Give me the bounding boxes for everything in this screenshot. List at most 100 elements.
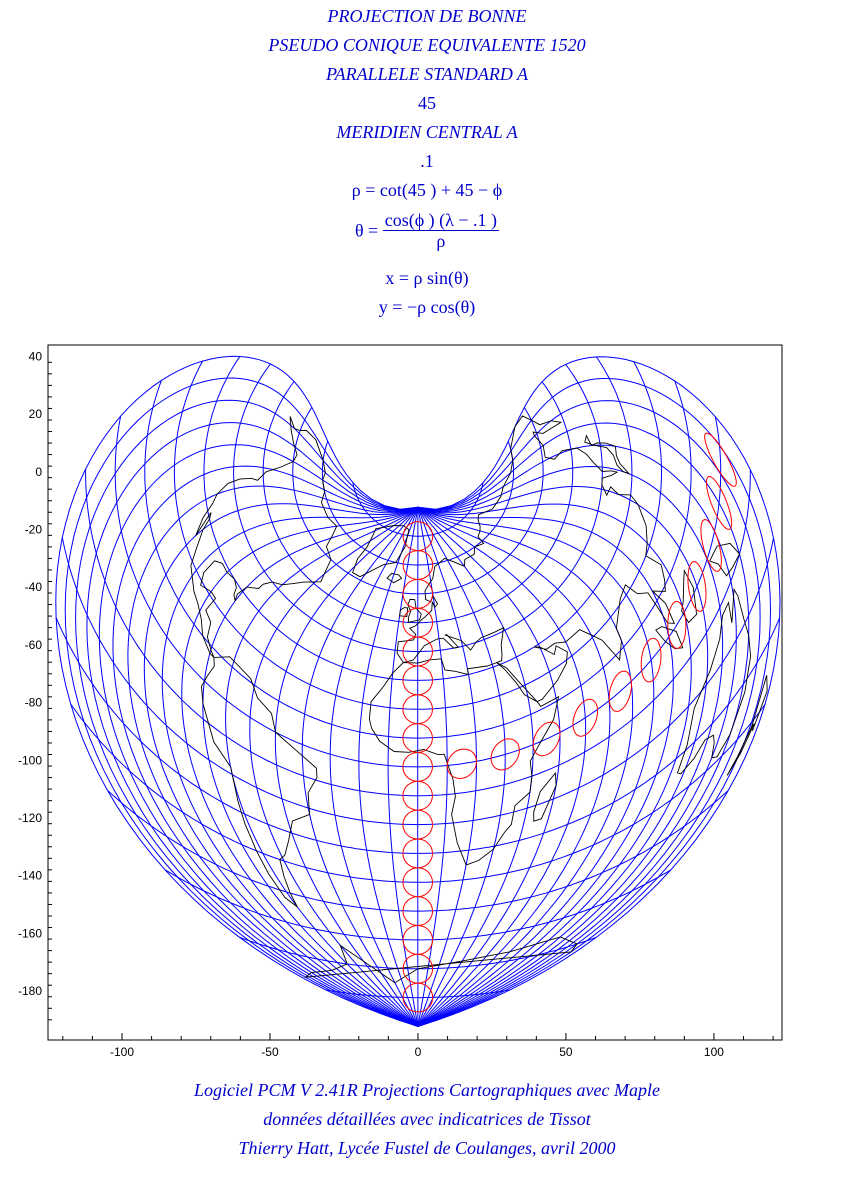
tissot-ellipse [402, 925, 434, 955]
tissot-ellipse [402, 665, 434, 696]
meridian-line [417, 378, 772, 1027]
tissot-ellipse [402, 723, 434, 753]
coastline [751, 675, 768, 732]
meridian-line [417, 422, 750, 1027]
tissot-ellipse [667, 600, 687, 649]
meridian-line [181, 506, 419, 1027]
coastline [681, 568, 698, 624]
coastlines [190, 415, 768, 984]
tissot-ellipse [446, 748, 478, 780]
meridian-line [358, 507, 419, 1027]
central-meridian-value: .1 [420, 151, 434, 171]
formula-theta-numerator: cos(ϕ ) (λ − .1 ) [382, 210, 500, 231]
tissot-ellipse [490, 738, 520, 771]
coastline [368, 658, 560, 866]
formula-rho: ρ = cot(45 ) + 45 − ϕ [351, 180, 503, 200]
coastline [352, 525, 410, 578]
tissot-ellipse [402, 550, 434, 580]
central-meridian-label: MERIDIEN CENTRAL A [336, 122, 518, 142]
y-tick-label: -40 [25, 580, 43, 594]
axes: -100 -50 0 50 100 40 20 0 -20 -40 -60 -80 -100 -120 -1… [18, 344, 783, 1059]
y-tick-label: -140 [18, 869, 42, 883]
coastline [396, 415, 676, 703]
y-tick-label: -20 [25, 523, 43, 537]
subtitle-pseudo-conique: PSEUDO CONIQUE EQUIVALENTE 1520 [268, 35, 586, 55]
standard-parallel-label: PARALLELE STANDARD A [325, 64, 529, 84]
y-tick-label: -60 [25, 638, 43, 652]
plot-frame [47, 344, 783, 1041]
x-tick-label: 50 [559, 1045, 573, 1059]
bonne-projection-map: -100 -50 0 50 100 40 20 0 -20 -40 -60 -80 -100 -120 -1… [18, 344, 783, 1059]
y-tick-label: -160 [18, 926, 42, 940]
tissot-ellipse [700, 518, 722, 572]
tissot-ellipse [402, 896, 434, 926]
footer-software: Logiciel PCM V 2.41R Projections Cartogr… [194, 1080, 660, 1100]
coastline [584, 434, 630, 475]
meridian-line [86, 422, 419, 1027]
formula-theta: θ = cos(ϕ ) (λ − .1 ) ρ [0, 210, 854, 260]
meridian-line [417, 507, 506, 1027]
tissot-ellipse [640, 637, 662, 683]
x-tick-label: -50 [261, 1045, 279, 1059]
y-tick-label: -120 [18, 811, 42, 825]
coastline [407, 598, 422, 623]
tissot-ellipse [402, 953, 434, 984]
y-tick-label: 0 [35, 465, 42, 479]
formula-x: x = ρ sin(θ) [385, 268, 469, 288]
tissot-ellipse [704, 432, 737, 487]
x-tick-label: 0 [415, 1045, 422, 1059]
meridian-line [55, 355, 419, 1027]
meridian-line [161, 506, 419, 1027]
meridian-line [417, 486, 709, 1027]
y-tick-label: 20 [29, 407, 43, 421]
footer-data-note: données détaillées avec indicatrices de … [263, 1109, 591, 1129]
coastline [399, 607, 409, 617]
coastline [190, 416, 338, 658]
meridian-line [225, 506, 419, 1027]
tissot-ellipse [402, 780, 434, 811]
coastline [304, 936, 578, 984]
meridian-line [75, 399, 419, 1027]
coastline [676, 588, 752, 775]
formula-theta-lhs: θ = [354, 220, 379, 241]
tissot-ellipse [402, 838, 434, 869]
meridian-line [329, 507, 419, 1027]
footer-author: Thierry Hatt, Lycée Fustel de Coulanges,… [238, 1138, 616, 1158]
formula-theta-fraction: cos(ϕ ) (λ − .1 ) ρ [382, 210, 500, 251]
x-tick-label: -100 [110, 1045, 134, 1059]
tissot-ellipse [402, 579, 434, 609]
meridian-line [64, 377, 419, 1027]
meridian-line [417, 356, 781, 1027]
tissot-ellipse [402, 521, 434, 551]
tissot-ellipse [532, 721, 561, 757]
tissot-indicatrices [402, 432, 737, 1013]
coastline [655, 626, 684, 650]
tissot-ellipse [402, 751, 434, 782]
tissot-ellipse [402, 867, 434, 898]
y-tick-label: -100 [18, 753, 42, 767]
graticule [55, 355, 781, 1027]
meridian-line [202, 506, 419, 1027]
y-tick-label: -80 [25, 696, 43, 710]
tissot-ellipse [402, 694, 434, 725]
y-tick-label: 40 [29, 350, 43, 364]
tissot-ellipse [572, 698, 599, 737]
standard-parallel-value: 45 [418, 93, 436, 113]
coastline [201, 656, 318, 908]
tissot-ellipse [402, 809, 434, 840]
coastline [709, 542, 741, 577]
title-projection: PROJECTION DE BONNE [327, 6, 527, 26]
meridian-line [417, 506, 634, 1027]
meridian-line [417, 506, 587, 1027]
meridian-line [417, 506, 655, 1027]
coastline [386, 572, 403, 584]
coastline [726, 723, 755, 776]
tissot-ellipse [705, 475, 733, 531]
coastline [533, 771, 557, 822]
meridian-line [112, 465, 419, 1027]
meridian-line [143, 503, 419, 1027]
tissot-ellipse [608, 670, 633, 713]
meridian-line [127, 485, 419, 1027]
y-tick-label: -180 [18, 984, 42, 998]
meridian-line [301, 507, 419, 1027]
